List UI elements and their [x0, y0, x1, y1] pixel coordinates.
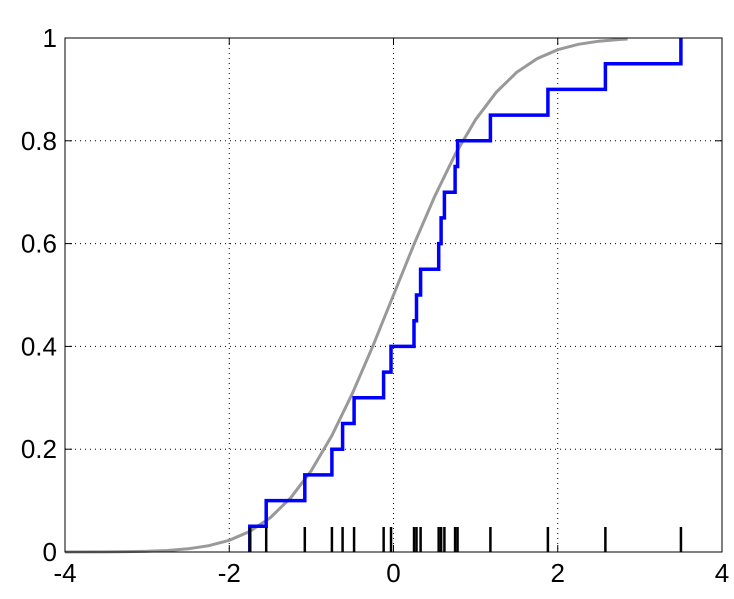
x-tick-label: 4	[715, 558, 729, 588]
rug-marks	[248, 527, 683, 552]
y-tick-label: 0.6	[21, 229, 57, 259]
theoretical-cdf-line	[64, 37, 628, 554]
x-tick-label: 2	[551, 558, 565, 588]
empirical-cdf-line	[248, 38, 683, 552]
x-tick-label: -2	[218, 558, 241, 588]
x-tick-label: 0	[386, 558, 400, 588]
axis-ticks	[64, 37, 723, 553]
y-tick-label: 0.4	[21, 331, 57, 361]
x-tick-label: -4	[53, 558, 76, 588]
empirical-cdf-layer	[248, 38, 683, 552]
grid-lines	[65, 38, 722, 552]
y-tick-labels: 0 0.2 0.4 0.6 0.8 1	[21, 23, 57, 567]
theoretical-cdf-layer	[64, 37, 628, 554]
y-tick-label: 0.8	[21, 126, 57, 156]
y-tick-label: 0	[43, 537, 57, 567]
y-tick-label: 1	[43, 23, 57, 53]
x-tick-labels: -4 -2 0 2 4	[53, 558, 729, 588]
y-tick-label: 0.2	[21, 434, 57, 464]
